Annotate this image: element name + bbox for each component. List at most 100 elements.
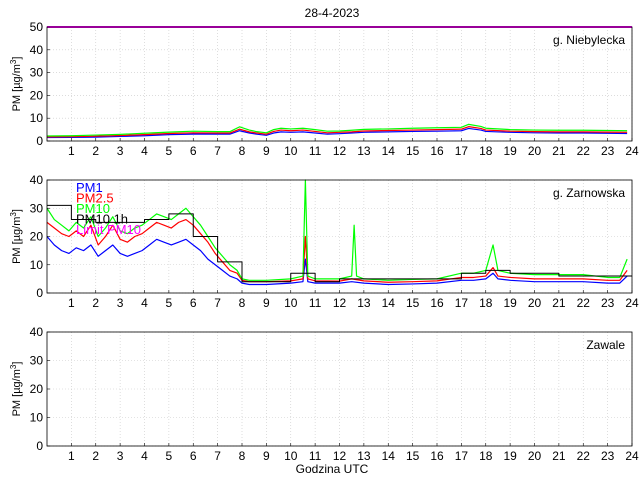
x-tick-label: 24 [625, 296, 639, 310]
x-tick-label: 15 [406, 296, 420, 310]
x-tick-label: 14 [382, 296, 396, 310]
x-tick-label: 15 [406, 144, 420, 158]
x-tick-label: 20 [528, 449, 542, 463]
series-pm1 [46, 236, 628, 286]
x-tick-label: 22 [577, 296, 591, 310]
y-axis-label-sup: 3 [9, 212, 18, 217]
x-tick-label: 1 [68, 449, 75, 463]
x-tick-label: 16 [430, 296, 444, 310]
y-tick-label: 0 [36, 286, 43, 300]
x-tick-label: 10 [284, 296, 298, 310]
x-tick-label: 18 [479, 296, 493, 310]
y-tick-label: 30 [30, 354, 44, 368]
y-axis-label-close: ] [11, 209, 23, 212]
y-axis-label-sup: 3 [9, 59, 18, 64]
x-tick-label: 20 [528, 296, 542, 310]
y-tick-label: 40 [30, 43, 44, 57]
x-tick-label: 3 [117, 144, 124, 158]
x-tick-label: 4 [141, 296, 148, 310]
y-tick-label: 50 [30, 20, 44, 34]
y-axis-label-sup: 3 [9, 364, 18, 369]
x-tick-label: 21 [552, 449, 566, 463]
x-tick-label: 20 [528, 144, 542, 158]
x-tick-label: 4 [141, 144, 148, 158]
station-label: g. Zarnowska [553, 186, 625, 200]
y-axis-label-text: PM [µg/m [11, 369, 23, 416]
y-tick-label: 20 [30, 382, 44, 396]
x-tick-label: 19 [503, 144, 517, 158]
x-tick-label: 8 [239, 144, 246, 158]
legend-entry: PM1 [76, 180, 103, 195]
x-tick-label: 12 [333, 296, 347, 310]
x-tick-label: 11 [309, 449, 322, 463]
x-tick-label: 13 [357, 449, 371, 463]
x-tick-label: 21 [552, 144, 566, 158]
y-tick-label: 10 [30, 411, 44, 425]
x-axis-label: Godzina UTC [296, 462, 369, 476]
x-tick-label: 9 [263, 144, 270, 158]
x-tick-label: 23 [601, 296, 615, 310]
series-pm10_1h [47, 204, 632, 283]
y-axis-label: PM [µg/m3] [9, 209, 23, 264]
x-tick-label: 17 [455, 144, 469, 158]
y-tick-label: 10 [30, 111, 44, 125]
x-tick-label: 13 [357, 144, 371, 158]
y-axis-label: PM [µg/m3] [9, 362, 23, 417]
x-tick-label: 3 [117, 449, 124, 463]
y-axis-label-close: ] [11, 57, 23, 60]
panel-2: 1 2 3 4 5 6 7 8 9 10 11 12 13 14 15 16 17 18 19 20 21 22 23 240… [9, 173, 639, 310]
legend-entry: PM10 [76, 201, 110, 216]
x-tick-label: 7 [214, 144, 221, 158]
y-axis-label-text: PM [µg/m [11, 64, 23, 111]
x-tick-label: 1 [68, 296, 75, 310]
station-label: Zawale [586, 338, 625, 352]
y-tick-label: 30 [30, 66, 44, 80]
x-tick-label: 4 [141, 449, 148, 463]
x-tick-label: 24 [625, 449, 639, 463]
x-tick-label: 3 [117, 296, 124, 310]
x-tick-label: 2 [92, 144, 99, 158]
series-pm25 [46, 218, 628, 283]
x-tick-label: 11 [309, 296, 322, 310]
x-tick-label: 17 [455, 296, 469, 310]
x-tick-label: 5 [166, 144, 173, 158]
x-tick-label: 18 [479, 449, 493, 463]
x-tick-label: 18 [479, 144, 493, 158]
y-tick-label: 0 [36, 134, 43, 148]
x-tick-label: 2 [92, 449, 99, 463]
x-tick-label: 1 [68, 144, 75, 158]
x-tick-label: 6 [190, 449, 197, 463]
x-tick-label: 23 [601, 144, 615, 158]
y-tick-label: 10 [30, 258, 44, 272]
x-tick-label: 16 [430, 144, 444, 158]
y-tick-label: 40 [30, 325, 44, 339]
x-tick-label: 15 [406, 449, 420, 463]
panel-1: 1 2 3 4 5 6 7 8 9 10 11 12 13 14 15 16 17 18 19 20 21 22 23 240… [9, 20, 639, 158]
x-tick-label: 6 [190, 144, 197, 158]
x-tick-label: 7 [214, 296, 221, 310]
series-pm10 [46, 123, 628, 137]
x-tick-label: 5 [166, 449, 173, 463]
x-tick-label: 9 [263, 296, 270, 310]
x-tick-label: 17 [455, 449, 469, 463]
y-axis-label: PM [µg/m3] [9, 57, 23, 112]
x-tick-label: 23 [601, 449, 615, 463]
x-tick-label: 6 [190, 296, 197, 310]
x-tick-label: 8 [239, 449, 246, 463]
x-tick-label: 9 [263, 449, 270, 463]
x-tick-label: 14 [382, 144, 396, 158]
x-tick-label: 10 [284, 144, 298, 158]
x-tick-label: 22 [577, 449, 591, 463]
chart-title: 28-4-2023 [305, 6, 360, 20]
x-tick-label: 19 [503, 296, 517, 310]
x-tick-label: 13 [357, 296, 371, 310]
y-tick-label: 20 [30, 88, 44, 102]
x-tick-label: 14 [382, 449, 396, 463]
x-tick-label: 8 [239, 296, 246, 310]
legend-entry: PM10 1h [76, 212, 128, 227]
y-axis-label-text: PM [µg/m [11, 217, 23, 264]
x-tick-label: 12 [333, 144, 347, 158]
legend-entry: PM2.5 [76, 191, 114, 206]
x-tick-label: 16 [430, 449, 444, 463]
